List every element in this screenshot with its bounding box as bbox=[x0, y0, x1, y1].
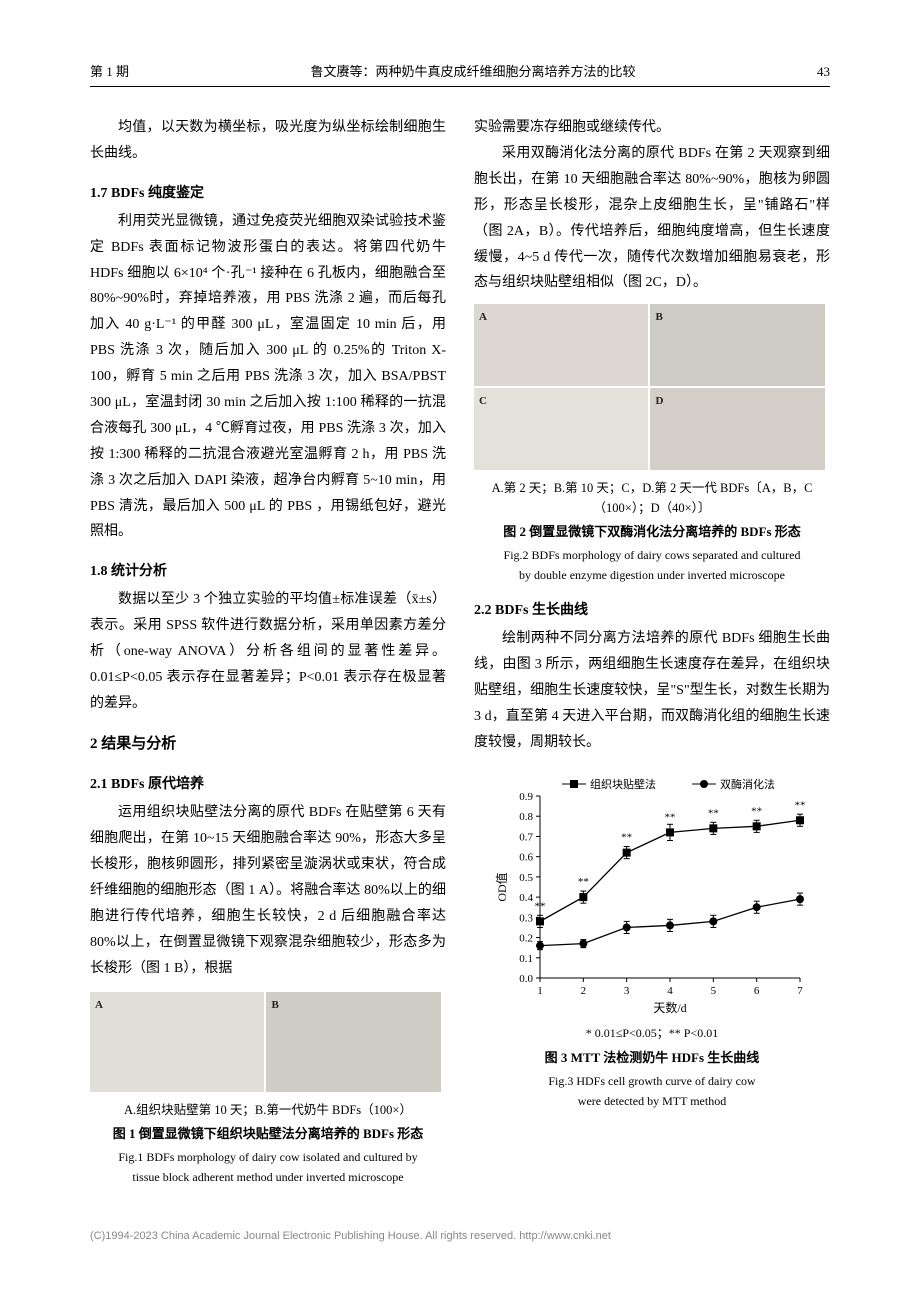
svg-text:**: ** bbox=[751, 805, 762, 817]
heading-2: 2 结果与分析 bbox=[90, 731, 446, 759]
svg-text:组织块贴壁法: 组织块贴壁法 bbox=[590, 777, 656, 791]
svg-text:0.9: 0.9 bbox=[519, 791, 533, 803]
svg-text:0.7: 0.7 bbox=[519, 831, 533, 843]
svg-text:0.3: 0.3 bbox=[519, 912, 533, 924]
svg-text:0.1: 0.1 bbox=[519, 952, 533, 964]
page-footer: (C)1994-2023 China Academic Journal Elec… bbox=[90, 1226, 830, 1246]
para-2-1: 运用组织块贴壁法分离的原代 BDFs 在贴壁第 6 天有细胞爬出，在第 10~1… bbox=[90, 800, 446, 981]
fig2-panel-d: D bbox=[650, 388, 824, 470]
fig1-label-b: B bbox=[271, 995, 278, 1015]
para-curve-intro: 均值，以天数为横坐标，吸光度为纵坐标绘制细胞生长曲线。 bbox=[90, 115, 446, 167]
svg-text:0.8: 0.8 bbox=[519, 811, 533, 823]
svg-text:1: 1 bbox=[537, 985, 543, 997]
fig2-panel-a: A bbox=[474, 304, 648, 386]
fig1-panel-b: B bbox=[266, 992, 440, 1092]
svg-text:0.4: 0.4 bbox=[519, 892, 533, 904]
para-1-8: 数据以至少 3 个独立实验的平均值±标准误差（x̄±s）表示。采用 SPSS 软… bbox=[90, 587, 446, 716]
svg-text:6: 6 bbox=[754, 985, 760, 997]
svg-text:0.0: 0.0 bbox=[519, 973, 533, 985]
figure-1-panels: A B bbox=[90, 992, 446, 1092]
fig1-panel-a: A bbox=[90, 992, 264, 1092]
heading-2-2: 2.2 BDFs 生长曲线 bbox=[474, 598, 830, 624]
fig2-label-d: D bbox=[655, 391, 663, 411]
heading-1-7: 1.7 BDFs 纯度鉴定 bbox=[90, 181, 446, 207]
fig3-title-en-1: Fig.3 HDFs cell growth curve of dairy co… bbox=[474, 1072, 830, 1090]
left-column: 均值，以天数为横坐标，吸光度为纵坐标绘制细胞生长曲线。 1.7 BDFs 纯度鉴… bbox=[90, 115, 446, 1186]
issue-number: 第 1 期 bbox=[90, 60, 129, 84]
heading-2-1: 2.1 BDFs 原代培养 bbox=[90, 772, 446, 798]
page-number: 43 bbox=[817, 60, 830, 84]
para-2-2: 绘制两种不同分离方法培养的原代 BDFs 细胞生长曲线，由图 3 所示，两组细胞… bbox=[474, 626, 830, 755]
svg-text:**: ** bbox=[665, 811, 676, 823]
svg-text:5: 5 bbox=[711, 985, 717, 997]
para-enzyme: 采用双酶消化法分离的原代 BDFs 在第 2 天观察到细胞长出，在第 10 天细… bbox=[474, 141, 830, 296]
fig2-caption: A.第 2 天；B.第 10 天；C，D.第 2 天一代 BDFs〔A，B，C（… bbox=[474, 478, 830, 518]
running-header: 第 1 期 鲁文赓等：两种奶牛真皮成纤维细胞分离培养方法的比较 43 bbox=[90, 60, 830, 87]
svg-text:**: ** bbox=[621, 831, 632, 843]
svg-text:7: 7 bbox=[797, 985, 803, 997]
svg-text:3: 3 bbox=[624, 985, 630, 997]
fig2-label-b: B bbox=[655, 307, 662, 327]
fig1-title-en-1: Fig.1 BDFs morphology of dairy cow isola… bbox=[90, 1148, 446, 1166]
fig2-label-c: C bbox=[479, 391, 487, 411]
para-1-7: 利用荧光显微镜，通过免疫荧光细胞双染试验技术鉴定 BDFs 表面标记物波形蛋白的… bbox=[90, 209, 446, 546]
svg-text:**: ** bbox=[795, 799, 806, 811]
svg-text:2: 2 bbox=[581, 985, 587, 997]
para-cont: 实验需要冻存细胞或继续传代。 bbox=[474, 115, 830, 141]
fig3-title-en-2: were detected by MTT method bbox=[474, 1092, 830, 1110]
svg-text:双酶消化法: 双酶消化法 bbox=[720, 777, 775, 791]
svg-text:0.2: 0.2 bbox=[519, 932, 533, 944]
fig2-label-a: A bbox=[479, 307, 487, 327]
svg-text:OD值: OD值 bbox=[494, 872, 509, 901]
fig1-label-a: A bbox=[95, 995, 103, 1015]
fig1-caption: A.组织块贴壁第 10 天；B.第一代奶牛 BDFs（100×） bbox=[90, 1100, 446, 1120]
right-column: 实验需要冻存细胞或继续传代。 采用双酶消化法分离的原代 BDFs 在第 2 天观… bbox=[474, 115, 830, 1186]
svg-text:0.6: 0.6 bbox=[519, 851, 533, 863]
svg-text:**: ** bbox=[708, 807, 719, 819]
fig2-title-cn: 图 2 倒置显微镜下双酶消化法分离培养的 BDFs 形态 bbox=[474, 520, 830, 544]
fig2-panel-b: B bbox=[650, 304, 824, 386]
svg-text:**: ** bbox=[535, 900, 546, 912]
fig2-title-en-2: by double enzyme digestion under inverte… bbox=[474, 566, 830, 584]
fig1-title-cn: 图 1 倒置显微镜下组织块贴壁法分离培养的 BDFs 形态 bbox=[90, 1122, 446, 1146]
fig2-title-en-1: Fig.2 BDFs morphology of dairy cows sepa… bbox=[474, 546, 830, 564]
two-column-body: 均值，以天数为横坐标，吸光度为纵坐标绘制细胞生长曲线。 1.7 BDFs 纯度鉴… bbox=[90, 115, 830, 1186]
running-title: 鲁文赓等：两种奶牛真皮成纤维细胞分离培养方法的比较 bbox=[311, 60, 636, 84]
fig3-title-cn: 图 3 MTT 法检测奶牛 HDFs 生长曲线 bbox=[474, 1046, 830, 1070]
heading-1-8: 1.8 统计分析 bbox=[90, 559, 446, 585]
svg-text:4: 4 bbox=[667, 985, 673, 997]
growth-curve-svg: 0.0 0.1 0.2 0.3 0.4 0.5 0.6 0.7 0.8 0.9 1 2 3 4 5 6 7 天数/… bbox=[492, 768, 812, 1018]
svg-text:0.5: 0.5 bbox=[519, 872, 533, 884]
figure-3-chart: 0.0 0.1 0.2 0.3 0.4 0.5 0.6 0.7 0.8 0.9 1 2 3 4 5 6 7 天数/… bbox=[474, 768, 830, 1018]
fig1-title-en-2: tissue block adherent method under inver… bbox=[90, 1168, 446, 1186]
fig2-panel-c: C bbox=[474, 388, 648, 470]
fig3-sig-note: * 0.01≤P<0.05；** P<0.01 bbox=[474, 1022, 830, 1044]
svg-text:**: ** bbox=[578, 876, 589, 888]
figure-2-panels: A B C D bbox=[474, 304, 830, 470]
svg-text:天数/d: 天数/d bbox=[653, 1000, 686, 1015]
